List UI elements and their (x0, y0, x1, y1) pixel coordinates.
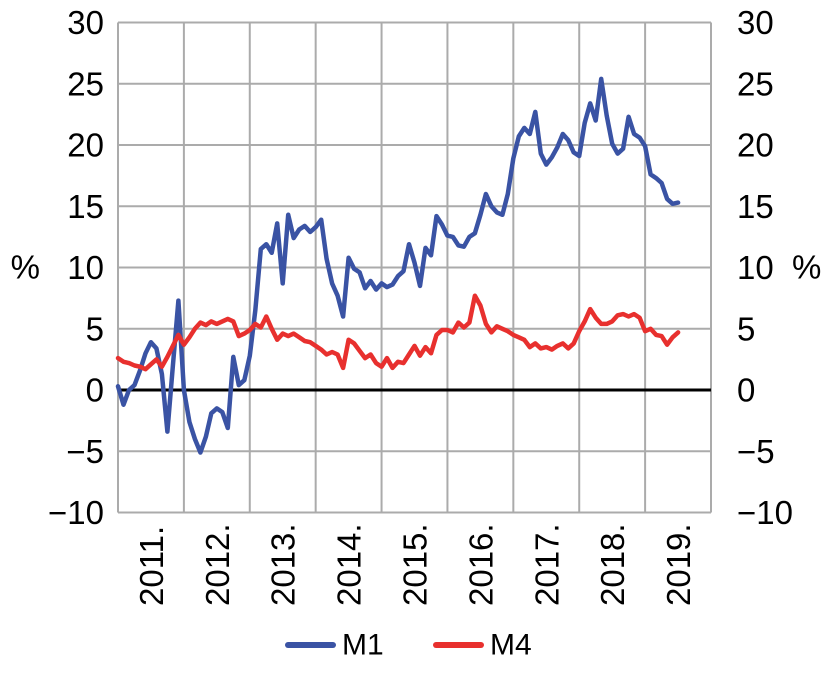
x-tick-label: 2015. (397, 523, 434, 606)
y-tick-label-right: 30 (737, 4, 774, 41)
y-tick-label-right: 25 (737, 65, 774, 102)
y-axis-unit-left: % (11, 249, 40, 286)
m1-line (115, 76, 681, 455)
legend-item-m4: M4 (433, 629, 532, 662)
y-axis-right-labels: 30 25 20 15 10 5 0 −5 −10 (737, 4, 793, 531)
m1-legend-label: M1 (342, 629, 384, 662)
series-layer (115, 76, 681, 455)
y-tick-label-left: 30 (67, 4, 104, 41)
y-tick-label-right: 10 (737, 249, 774, 286)
y-axis-unit-right: % (792, 249, 821, 286)
y-tick-label-right: 15 (737, 188, 774, 225)
x-tick-label: 2017. (528, 523, 565, 606)
y-tick-label-left: 10 (67, 249, 104, 286)
y-tick-label-left: 15 (67, 188, 104, 225)
y-tick-label-right: −5 (737, 433, 775, 470)
x-tick-label: 2018. (594, 523, 631, 606)
y-tick-label-right: 0 (737, 372, 755, 409)
m4-line (115, 293, 681, 372)
legend-item-m1: M1 (285, 629, 384, 662)
y-tick-label-left: 20 (67, 127, 104, 164)
grid-layer (117, 21, 712, 514)
x-tick-label: 2012. (199, 523, 236, 606)
x-tick-label: 2016. (462, 523, 499, 606)
m4-legend-label: M4 (490, 629, 532, 662)
y-tick-label-right: 20 (737, 127, 774, 164)
x-axis-labels: 2011. 2012. 2013. 2014. 2015. 2016. 2017. 2018.… (133, 523, 697, 606)
y-axis-left-labels: 30 25 20 15 10 5 0 −5 −10 (48, 4, 104, 531)
x-tick-label: 2014. (331, 523, 368, 606)
x-tick-label: 2013. (265, 523, 302, 606)
y-tick-label-left: −5 (66, 433, 104, 470)
y-tick-label-left: −10 (48, 494, 104, 531)
y-tick-label-left: 25 (67, 65, 104, 102)
y-tick-label-right: 5 (737, 310, 755, 347)
x-tick-label: 2011. (133, 526, 170, 606)
y-tick-label-right: −10 (737, 494, 793, 531)
y-tick-label-left: 0 (86, 372, 104, 409)
x-tick-label: 2019. (660, 523, 697, 606)
legend: M1 M4 (285, 629, 532, 662)
y-tick-label-left: 5 (86, 310, 104, 347)
